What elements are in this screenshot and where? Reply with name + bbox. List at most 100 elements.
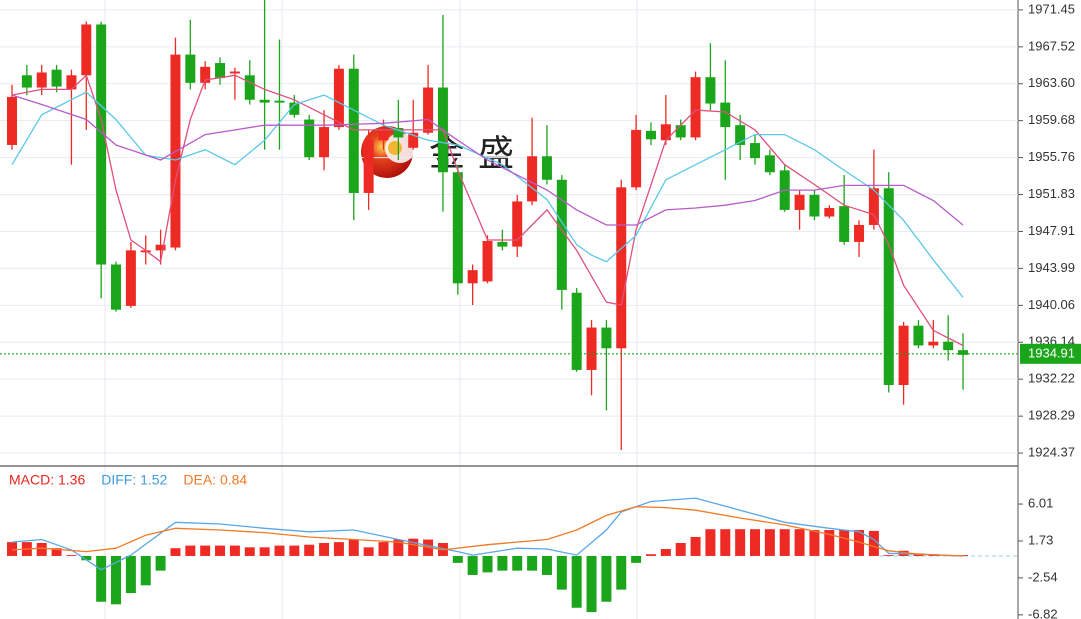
legend-label: MACD: 1.36 xyxy=(9,472,85,488)
candle-body xyxy=(467,270,478,284)
macd-bar xyxy=(393,539,404,556)
candle-body xyxy=(794,194,805,210)
macd-bar xyxy=(363,547,374,556)
y-tick-label: 1947.91 xyxy=(1028,223,1075,238)
candle-body xyxy=(319,127,330,158)
macd-bar xyxy=(556,555,567,590)
candle-body xyxy=(556,179,567,290)
candle-body xyxy=(497,241,508,247)
candle-body xyxy=(304,119,315,158)
candle-body xyxy=(125,250,136,306)
candle-body xyxy=(140,250,151,253)
macd-bar xyxy=(631,555,642,563)
line xyxy=(11,91,964,298)
candle-body xyxy=(215,63,226,79)
macd-bar xyxy=(764,529,775,556)
y-tick-label: 1963.60 xyxy=(1028,75,1075,90)
macd-bar xyxy=(36,543,47,556)
macd-bar xyxy=(348,539,359,556)
candle-body xyxy=(764,155,775,173)
macd-bar xyxy=(854,530,865,556)
macd-bar xyxy=(512,555,523,571)
candle-body xyxy=(586,327,597,370)
macd-bar xyxy=(259,547,270,556)
macd-bar xyxy=(378,542,389,556)
macd-bar xyxy=(51,548,62,556)
candle-body xyxy=(839,206,850,242)
macd-bar xyxy=(883,555,894,556)
candle-body xyxy=(259,99,270,103)
candle-body xyxy=(244,75,255,100)
candle-body xyxy=(660,124,671,141)
candle-body xyxy=(348,68,359,193)
macd-bar xyxy=(170,548,181,556)
macd-bar xyxy=(452,555,463,563)
watermark-text: 盛 xyxy=(478,133,514,174)
candle-body xyxy=(541,156,552,180)
candle-body xyxy=(200,66,211,83)
y-tick-label: 1932.22 xyxy=(1028,371,1075,386)
line xyxy=(11,94,964,226)
macd-bar xyxy=(527,555,538,571)
candle-body xyxy=(527,156,538,202)
y-tick-label: 1.73 xyxy=(1028,532,1053,547)
y-tick-label: 1940.06 xyxy=(1028,297,1075,312)
macd-bar xyxy=(304,544,315,556)
line xyxy=(11,74,964,347)
candle-body xyxy=(229,71,240,74)
candle-body xyxy=(616,187,627,349)
macd-bar xyxy=(690,536,701,556)
candle-body xyxy=(690,77,701,138)
logo xyxy=(388,141,402,155)
candle-body xyxy=(735,125,746,145)
candle-body xyxy=(512,201,523,247)
y-tick-label: 1943.99 xyxy=(1028,260,1075,275)
macd-bar xyxy=(7,542,17,556)
candle-body xyxy=(452,172,463,284)
candle-body xyxy=(378,129,389,141)
candle-body xyxy=(854,224,865,242)
last-price-label: 1934.91 xyxy=(1028,345,1075,360)
macd-bar xyxy=(720,529,731,556)
y-tick-label: -2.54 xyxy=(1028,569,1058,584)
y-tick-label: 6.01 xyxy=(1028,495,1053,510)
macd-bar xyxy=(482,555,493,573)
macd-bar xyxy=(809,530,820,556)
legend-label: DIFF: 1.52 xyxy=(101,472,167,488)
macd-bar xyxy=(66,555,77,556)
candle-body xyxy=(363,140,374,193)
time-grid xyxy=(104,0,816,619)
y-tick-label: 1951.83 xyxy=(1028,186,1075,201)
macd-bar xyxy=(705,529,716,556)
macd-bar xyxy=(794,529,805,556)
macd-bar xyxy=(333,542,344,556)
macd-bar xyxy=(958,555,969,556)
candle-body xyxy=(289,102,300,115)
macd-bar xyxy=(735,529,746,556)
macd-bar xyxy=(660,549,671,556)
candle-body xyxy=(36,72,47,88)
y-tick-label: 1959.68 xyxy=(1028,112,1075,127)
candle-body xyxy=(66,75,77,90)
candle-body xyxy=(393,128,404,138)
macd-bar xyxy=(289,545,300,556)
macd-bar xyxy=(155,555,166,571)
macd-bar xyxy=(229,545,240,556)
macd-bar xyxy=(541,555,552,575)
candle-body xyxy=(21,75,32,88)
macd-bar xyxy=(200,545,211,556)
candle-body xyxy=(482,240,493,282)
macd-bar xyxy=(824,530,835,556)
candle-body xyxy=(423,87,434,133)
candle-body xyxy=(928,341,939,346)
candle-body xyxy=(868,188,879,225)
macd-bar xyxy=(586,555,597,613)
last-price-box xyxy=(1020,343,1081,364)
macd-bar xyxy=(319,543,330,556)
macd-bar xyxy=(215,545,226,556)
candle-body xyxy=(943,341,954,351)
macd-bar xyxy=(868,530,879,556)
y-tick-label: 1924.37 xyxy=(1028,444,1075,459)
legend-label: DEA: 0.84 xyxy=(183,472,247,488)
